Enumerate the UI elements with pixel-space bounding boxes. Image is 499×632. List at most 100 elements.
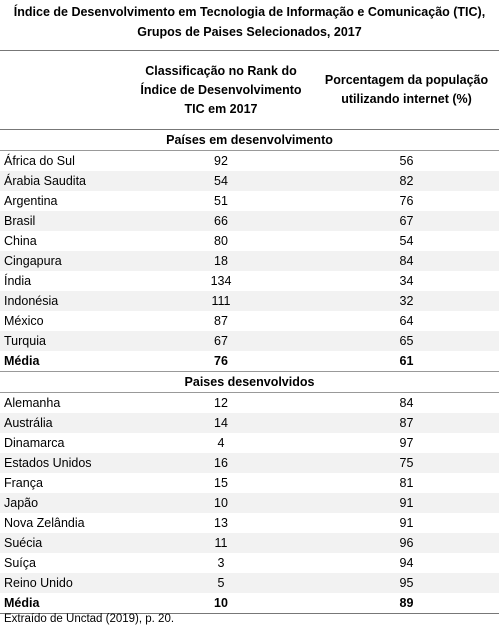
value-cell: 76 xyxy=(399,194,414,208)
table-row: África do Sul 92 56 xyxy=(0,151,499,172)
value-cell: 95 xyxy=(314,573,499,593)
value-cell: 92 xyxy=(214,154,228,168)
value-cell: 16 xyxy=(128,453,314,473)
summary-row: Média 10 89 xyxy=(0,593,499,614)
value-cell: 15 xyxy=(214,476,228,490)
value-cell: 54 xyxy=(399,234,414,248)
country-cell: Reino Unido xyxy=(0,573,128,593)
value-cell: 66 xyxy=(128,211,314,231)
header-line: Porcentagem da população xyxy=(324,73,489,87)
column-header xyxy=(0,50,128,130)
value-cell: 5 xyxy=(128,573,314,593)
value-cell: 12 xyxy=(214,396,228,410)
value-cell: 67 xyxy=(128,331,314,351)
value-cell: 4 xyxy=(217,436,225,450)
section-title: Países em desenvolvimento xyxy=(0,129,499,151)
value-cell: 13 xyxy=(214,516,228,530)
table-row: Indonésia 111 32 xyxy=(0,291,499,311)
value-cell: 54 xyxy=(128,171,314,191)
column-header: Porcentagem da população utilizando inter… xyxy=(314,50,499,130)
country-cell: Nova Zelândia xyxy=(4,516,85,530)
country-cell: Dinamarca xyxy=(4,436,65,450)
country-cell: China xyxy=(4,234,37,248)
section-row: Paises desenvolvidos xyxy=(0,371,499,393)
country-cell: Média xyxy=(4,354,40,368)
table-row: Dinamarca 4 97 xyxy=(0,433,499,453)
value-cell: 56 xyxy=(399,154,414,168)
value-cell: 34 xyxy=(399,274,414,288)
data-table: Classificação no Rank do Índice de Desenv… xyxy=(0,50,499,614)
country-cell: Indonésia xyxy=(0,291,128,311)
table-row: Nova Zelândia 13 91 xyxy=(0,513,499,533)
table-row: Japão 10 91 xyxy=(0,493,499,513)
value-cell: 89 xyxy=(314,593,499,614)
header-line: Classificação no Rank do xyxy=(145,63,297,78)
value-cell: 10 xyxy=(128,493,314,513)
header-row: Classificação no Rank do Índice de Desenv… xyxy=(0,50,499,130)
table-row: Reino Unido 5 95 xyxy=(0,573,499,593)
country-cell: Suécia xyxy=(0,533,128,553)
value-cell: 11 xyxy=(128,533,314,553)
table-row: França 15 81 xyxy=(0,473,499,493)
country-cell: Estados Unidos xyxy=(0,453,128,473)
value-cell: 61 xyxy=(399,354,414,368)
value-cell: 91 xyxy=(314,493,499,513)
value-cell: 10 xyxy=(128,593,314,614)
title-line: Grupos de Paises Selecionados, 2017 xyxy=(137,25,362,39)
country-cell: Argentina xyxy=(4,194,58,208)
value-cell: 87 xyxy=(214,314,228,328)
table-row: China 80 54 xyxy=(0,231,499,251)
country-cell: México xyxy=(4,314,44,328)
table-row: Alemanha 12 84 xyxy=(0,393,499,414)
value-cell: 64 xyxy=(399,314,414,328)
table-row: México 87 64 xyxy=(0,311,499,331)
title-line: Índice de Desenvolvimento em Tecnologia … xyxy=(13,5,486,19)
section-row: Países em desenvolvimento xyxy=(0,129,499,151)
column-header: Classificação no Rank do Índice de Desenv… xyxy=(128,50,314,130)
country-cell: Brasil xyxy=(0,211,128,231)
summary-row: Média 76 61 xyxy=(0,351,499,372)
header-line: Índice de Desenvolvimento xyxy=(140,82,302,97)
country-cell: Índia xyxy=(4,274,32,288)
title: Índice de Desenvolvimento em Tecnologia … xyxy=(0,2,499,42)
country-cell: Turquia xyxy=(0,331,128,351)
value-cell: 75 xyxy=(314,453,499,473)
table-row: Turquia 67 65 xyxy=(0,331,499,351)
table-row: Suécia 11 96 xyxy=(0,533,499,553)
country-cell: África do Sul xyxy=(4,154,75,168)
value-cell: 84 xyxy=(399,396,414,410)
table-row: Austrália 14 87 xyxy=(0,413,499,433)
value-cell: 65 xyxy=(314,331,499,351)
table-row: Argentina 51 76 xyxy=(0,191,499,211)
section-title: Paises desenvolvidos xyxy=(0,371,499,393)
source-note: Extraído de Unctad (2019), p. 20. xyxy=(4,613,175,625)
value-cell: 96 xyxy=(314,533,499,553)
value-cell: 87 xyxy=(314,413,499,433)
value-cell: 82 xyxy=(314,171,499,191)
value-cell: 134 xyxy=(210,274,232,288)
table-row: Suíça 3 94 xyxy=(0,553,499,573)
value-cell: 91 xyxy=(399,516,414,530)
value-cell: 76 xyxy=(214,354,228,368)
value-cell: 14 xyxy=(128,413,314,433)
table-body: Países em desenvolvimento África do Sul 92… xyxy=(0,129,499,614)
country-cell: Austrália xyxy=(0,413,128,433)
table-row: Cingapura 18 84 xyxy=(0,251,499,271)
header-line: utilizando internet (%) xyxy=(341,92,472,106)
value-cell: 97 xyxy=(399,436,414,450)
value-cell: 3 xyxy=(217,556,225,570)
value-cell: 94 xyxy=(399,556,414,570)
header-line: TIC em 2017 xyxy=(184,101,258,116)
value-cell: 32 xyxy=(314,291,499,311)
value-cell: 81 xyxy=(399,476,414,490)
value-cell: 51 xyxy=(214,194,228,208)
country-cell: Média xyxy=(0,593,128,614)
table-row: Árabia Saudita 54 82 xyxy=(0,171,499,191)
value-cell: 80 xyxy=(214,234,228,248)
country-cell: Alemanha xyxy=(4,396,61,410)
country-cell: Suíça xyxy=(4,556,36,570)
country-cell: Árabia Saudita xyxy=(0,171,128,191)
table-row: Brasil 66 67 xyxy=(0,211,499,231)
table-row: Estados Unidos 16 75 xyxy=(0,453,499,473)
